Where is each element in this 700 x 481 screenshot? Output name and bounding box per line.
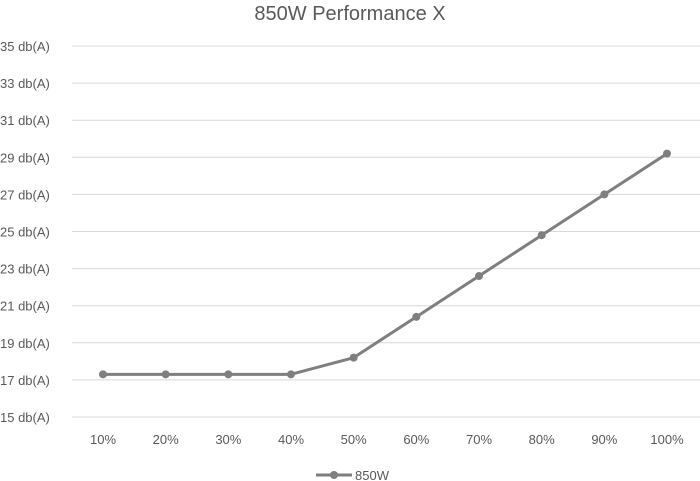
- x-tick-label: 30%: [215, 432, 241, 447]
- y-tick-label: 21 db(A): [0, 299, 50, 314]
- y-tick-label: 19 db(A): [0, 336, 50, 351]
- x-axis-tick-labels: 10% 20% 30% 40% 50% 60% 70% 80% 90% 100%: [90, 432, 684, 447]
- data-point: [537, 231, 546, 240]
- y-tick-label: 33 db(A): [0, 76, 50, 91]
- y-tick-label: 25 db(A): [0, 225, 50, 240]
- y-tick-label: 35 db(A): [0, 39, 50, 54]
- y-tick-label: 29 db(A): [0, 150, 50, 165]
- x-tick-label: 60%: [403, 432, 429, 447]
- data-point: [349, 353, 358, 362]
- series-line: [103, 152, 668, 376]
- data-point: [287, 370, 295, 379]
- x-tick-label: 80%: [529, 432, 555, 447]
- data-point: [600, 190, 609, 199]
- x-tick-label: 10%: [90, 432, 116, 447]
- series-850w: [99, 149, 671, 379]
- data-point: [161, 370, 170, 379]
- x-tick-label: 90%: [591, 432, 617, 447]
- data-point: [412, 312, 421, 321]
- x-tick-label: 20%: [153, 432, 179, 447]
- data-point: [663, 149, 671, 158]
- legend-label-850w: 850W: [355, 468, 390, 481]
- data-point: [224, 370, 233, 379]
- y-tick-label: 15 db(A): [0, 410, 50, 425]
- gridlines: [72, 45, 700, 418]
- data-point: [475, 272, 483, 281]
- y-tick-label: 27 db(A): [0, 187, 50, 202]
- y-tick-label: 31 db(A): [0, 113, 50, 128]
- x-tick-label: 50%: [341, 432, 367, 447]
- x-tick-label: 70%: [466, 432, 492, 447]
- chart-title: 850W Performance X: [254, 3, 445, 25]
- y-tick-label: 17 db(A): [0, 373, 50, 388]
- legend-marker: [330, 471, 338, 479]
- legend: 850W: [316, 468, 390, 481]
- x-tick-label: 40%: [278, 432, 304, 447]
- y-axis-tick-labels: 15 db(A) 17 db(A) 19 db(A) 21 db(A) 23 db(A)…: [0, 39, 50, 425]
- x-tick-label: 100%: [650, 432, 684, 447]
- data-point: [99, 370, 107, 379]
- y-tick-label: 23 db(A): [0, 262, 50, 277]
